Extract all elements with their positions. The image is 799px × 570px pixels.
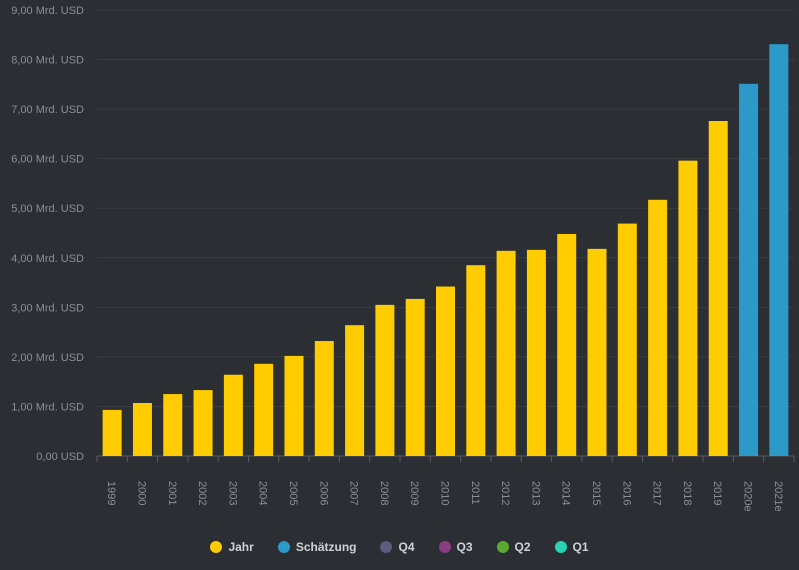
legend-item[interactable]: Jahr — [210, 540, 254, 554]
bar-2013[interactable] — [526, 249, 546, 456]
bar-2019[interactable] — [708, 121, 728, 456]
x-tick-label: 2020e — [742, 481, 754, 512]
bar-2004[interactable] — [254, 363, 274, 456]
bar-2016[interactable] — [617, 223, 637, 456]
legend-item[interactable]: Schätzung — [277, 540, 357, 554]
legend-item[interactable]: Q4 — [380, 540, 415, 554]
x-tick-label: 2009 — [408, 481, 420, 505]
bar-2008[interactable] — [375, 304, 395, 456]
x-tick-label: 2016 — [620, 481, 632, 505]
y-tick-label: 8,00 Mrd. USD — [11, 55, 84, 67]
bar-2018[interactable] — [678, 160, 698, 456]
legend-label: Q3 — [456, 540, 473, 554]
bar-2015[interactable] — [587, 248, 607, 456]
legend-label: Q1 — [572, 540, 589, 554]
legend-dot-icon — [210, 541, 223, 553]
bar-2010[interactable] — [436, 286, 455, 456]
x-tick-label: 2008 — [378, 481, 390, 505]
bar-2003[interactable] — [223, 374, 243, 456]
x-tick-label: 2015 — [590, 481, 602, 505]
bar-2007[interactable] — [345, 325, 365, 456]
legend-dot-icon — [438, 541, 451, 553]
y-tick-label: 6,00 Mrd. USD — [11, 154, 84, 166]
legend-item[interactable]: Q2 — [496, 540, 531, 554]
y-tick-label: 9,00 Mrd. USD — [11, 5, 84, 17]
bar-2006[interactable] — [314, 341, 334, 456]
y-tick-label: 5,00 Mrd. USD — [11, 203, 84, 215]
legend-label: Schätzung — [295, 540, 357, 554]
bar-2002[interactable] — [193, 390, 213, 456]
x-tick-label: 2011 — [469, 481, 481, 505]
x-tick-label: 2005 — [287, 481, 299, 505]
bar-2021e[interactable] — [769, 44, 789, 457]
legend-label: Q2 — [514, 540, 531, 554]
x-tick-label: 2003 — [226, 481, 238, 505]
chart-legend: Jahr Schätzung Q4 Q3 Q2 Q1 — [0, 540, 799, 554]
legend-item[interactable]: Q3 — [438, 540, 473, 554]
bar-2020e[interactable] — [739, 83, 759, 457]
y-tick-label: 7,00 Mrd. USD — [11, 104, 84, 116]
bar-2000[interactable] — [132, 402, 152, 456]
legend-label: Q4 — [398, 540, 415, 554]
bar-2012[interactable] — [496, 250, 516, 456]
x-tick-label: 2018 — [681, 481, 693, 505]
bar-2001[interactable] — [163, 394, 183, 456]
x-tick-label: 2007 — [348, 481, 360, 505]
bar-2017[interactable] — [648, 199, 668, 456]
legend-dot-icon — [554, 541, 567, 553]
x-tick-label: 2012 — [499, 481, 511, 505]
y-tick-label: 1,00 Mrd. USD — [11, 401, 84, 413]
x-tick-label: 2021e — [772, 481, 784, 512]
legend-item[interactable]: Q1 — [554, 540, 589, 554]
x-tick-label: 2010 — [439, 481, 451, 505]
x-tick-label: 2002 — [196, 481, 208, 505]
x-tick-label: 2013 — [529, 481, 541, 505]
x-tick-label: 2000 — [135, 481, 147, 505]
x-tick-label: 2006 — [317, 481, 329, 505]
bar-2014[interactable] — [557, 233, 577, 456]
legend-dot-icon — [496, 541, 509, 553]
x-tick-label: 1999 — [105, 481, 117, 505]
x-tick-label: 2014 — [560, 481, 572, 505]
y-tick-label: 0,00 USD — [36, 451, 84, 463]
x-tick-label: 2001 — [166, 481, 178, 505]
legend-label: Jahr — [228, 540, 254, 554]
y-tick-label: 3,00 Mrd. USD — [11, 302, 84, 314]
bar-1999[interactable] — [102, 409, 122, 456]
legend-dot-icon — [380, 541, 393, 553]
x-tick-label: 2004 — [257, 481, 269, 505]
y-tick-label: 4,00 Mrd. USD — [11, 253, 84, 265]
bar-chart: 0,00 USD 1,00 Mrd. USD 2,00 Mrd. USD 3,00 M… — [11, 5, 795, 512]
y-tick-label: 2,00 Mrd. USD — [11, 352, 84, 364]
bar-2009[interactable] — [405, 298, 425, 456]
x-tick-label: 2019 — [711, 481, 723, 505]
bar-2005[interactable] — [284, 355, 304, 456]
legend-dot-icon — [277, 541, 290, 553]
bar-2011[interactable] — [466, 265, 486, 456]
x-tick-label: 2017 — [651, 481, 663, 505]
